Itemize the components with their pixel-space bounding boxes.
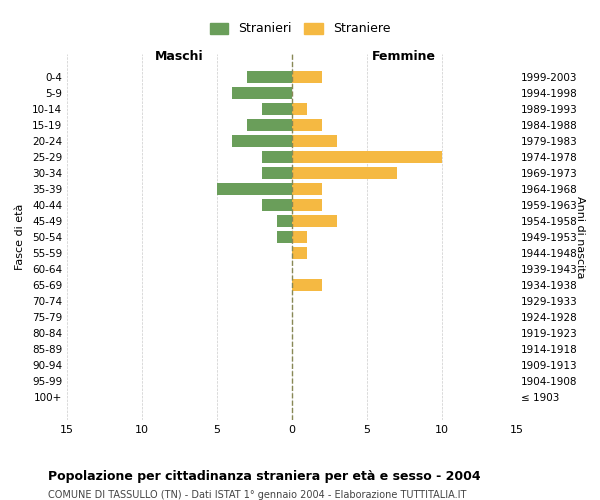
- Bar: [292, 118, 322, 132]
- Bar: [292, 246, 307, 260]
- Bar: [292, 166, 397, 179]
- Bar: [277, 230, 292, 243]
- Bar: [292, 198, 322, 211]
- Text: Maschi: Maschi: [155, 50, 204, 62]
- Legend: Stranieri, Straniere: Stranieri, Straniere: [203, 16, 397, 42]
- Bar: [292, 182, 322, 196]
- Bar: [292, 70, 322, 84]
- Y-axis label: Fasce di età: Fasce di età: [15, 204, 25, 270]
- Bar: [232, 134, 292, 147]
- Bar: [232, 86, 292, 100]
- Bar: [292, 150, 442, 164]
- Bar: [217, 182, 292, 196]
- Text: Femmine: Femmine: [372, 50, 436, 62]
- Text: Popolazione per cittadinanza straniera per età e sesso - 2004: Popolazione per cittadinanza straniera p…: [48, 470, 481, 483]
- Bar: [292, 278, 322, 291]
- Bar: [262, 102, 292, 116]
- Bar: [292, 102, 307, 116]
- Y-axis label: Anni di nascita: Anni di nascita: [575, 196, 585, 278]
- Bar: [262, 198, 292, 211]
- Bar: [262, 150, 292, 164]
- Bar: [292, 214, 337, 228]
- Bar: [292, 134, 337, 147]
- Bar: [262, 166, 292, 179]
- Bar: [247, 70, 292, 84]
- Bar: [292, 230, 307, 243]
- Text: COMUNE DI TASSULLO (TN) - Dati ISTAT 1° gennaio 2004 - Elaborazione TUTTITALIA.I: COMUNE DI TASSULLO (TN) - Dati ISTAT 1° …: [48, 490, 466, 500]
- Bar: [277, 214, 292, 228]
- Bar: [247, 118, 292, 132]
